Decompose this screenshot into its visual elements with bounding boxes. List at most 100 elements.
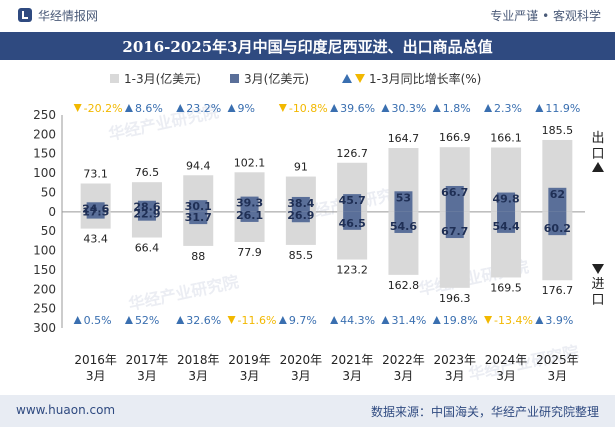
- export-cum-label-9: 185.5: [542, 124, 574, 137]
- import-cum-label-5: 123.2: [336, 264, 368, 277]
- import-mar-bar-3: [240, 211, 259, 222]
- import-mar-bar-7: [445, 211, 464, 239]
- import-cum-label-2: 88: [191, 250, 205, 263]
- export-mar-label-6: 53: [396, 191, 411, 204]
- slogan: 专业严谨 • 客观科学: [490, 9, 601, 23]
- import-yoy-label-8: -13.4%: [494, 314, 533, 327]
- export-yoy-up-icon-5: [330, 104, 339, 112]
- import-mar-label-8: 54.4: [492, 220, 519, 233]
- export-mar-bar-3: [240, 196, 259, 212]
- export-yoy-label-4: -10.8%: [289, 102, 328, 115]
- watermark-2: 华经产业研究院: [127, 272, 241, 314]
- export-cum-label-3: 102.1: [234, 156, 266, 169]
- import-yoy-label-2: 32.6%: [186, 314, 221, 327]
- export-yoy-label-6: 30.3%: [391, 102, 426, 115]
- category-label-month-1: 3月: [137, 369, 157, 383]
- import-cum-label-0: 43.4: [83, 233, 108, 246]
- y-tick-8: 150: [33, 263, 56, 277]
- import-yoy-up-icon-9: [535, 316, 544, 324]
- export-yoy-up-icon-7: [432, 104, 441, 112]
- import-cum-label-7: 196.3: [439, 292, 471, 305]
- y-tick-10: 250: [33, 302, 56, 316]
- export-cum-label-2: 94.4: [186, 159, 211, 172]
- export-mar-bar-4: [291, 196, 310, 212]
- y-tick-2: 150: [33, 147, 56, 161]
- import-yoy-up-icon-5: [330, 316, 339, 324]
- import-yoy-label-6: 31.4%: [391, 314, 426, 327]
- chart-title: 2016-2025年3月中国与印度尼西亚进、出口商品总值: [122, 38, 493, 56]
- export-yoy-up-icon-2: [176, 104, 185, 112]
- export-mar-label-0: 24.6: [82, 202, 109, 215]
- import-mar-label-6: 54.6: [390, 220, 417, 233]
- import-mar-bar-0: [86, 211, 105, 219]
- import-yoy-up-icon-0: [73, 316, 82, 324]
- y-tick-3: 100: [33, 166, 56, 180]
- category-label-year-2: 2018年: [177, 353, 220, 367]
- legend-label-yoy: 1-3月同比增长率(%): [369, 71, 481, 86]
- side-label-export-1: 出: [591, 131, 604, 146]
- chart: 华经产业研究院华经产业研究院华经产业研究院华经产业研究院华经产业研究院1-3月(…: [33, 71, 604, 384]
- import-yoy-up-icon-1: [124, 316, 133, 324]
- legend-label-mar: 3月(亿美元): [244, 71, 309, 86]
- legend-down-triangle-icon: [355, 74, 365, 83]
- export-mar-bar-7: [445, 185, 464, 212]
- y-tick-9: 200: [33, 282, 56, 296]
- category-label-year-9: 2025年: [536, 353, 579, 367]
- import-mar-label-2: 31.7: [185, 211, 212, 224]
- category-label-year-6: 2022年: [382, 353, 425, 367]
- import-mar-label-5: 46.5: [339, 217, 366, 230]
- export-mar-label-4: 38.4: [287, 197, 314, 210]
- import-yoy-up-icon-6: [381, 316, 390, 324]
- footer-url[interactable]: www.huaon.com: [16, 403, 116, 417]
- export-cum-label-5: 126.7: [336, 147, 368, 160]
- import-cum-label-1: 66.4: [135, 242, 160, 255]
- brand[interactable]: 华经情报网: [18, 7, 98, 24]
- export-yoy-label-2: 23.2%: [186, 102, 221, 115]
- import-mar-bar-9: [548, 211, 567, 236]
- import-mar-label-9: 60.2: [544, 222, 571, 235]
- import-mar-label-3: 26.1: [236, 209, 263, 222]
- import-mar-label-4: 26.9: [287, 209, 314, 222]
- import-yoy-label-4: 9.7%: [289, 314, 317, 327]
- export-cum-label-7: 166.9: [439, 131, 471, 144]
- legend-swatch-cum: [110, 74, 119, 83]
- export-mar-bar-6: [394, 191, 413, 212]
- category-label-month-5: 3月: [342, 369, 362, 383]
- import-mar-label-1: 22.9: [133, 208, 160, 221]
- category-label-month-4: 3月: [291, 369, 311, 383]
- category-label-month-3: 3月: [240, 369, 260, 383]
- import-mar-bar-8: [497, 211, 516, 233]
- title-bar: 2016-2025年3月中国与印度尼西亚进、出口商品总值: [0, 32, 615, 60]
- export-cum-label-8: 166.1: [490, 131, 522, 144]
- import-cum-label-4: 85.5: [289, 249, 314, 262]
- export-yoy-up-icon-3: [227, 104, 236, 112]
- import-yoy-label-9: 3.9%: [545, 314, 573, 327]
- import-cum-label-6: 162.8: [388, 279, 420, 292]
- category-label-month-7: 3月: [445, 369, 465, 383]
- y-tick-6: 50: [41, 224, 56, 238]
- export-mar-label-3: 39.3: [236, 197, 263, 210]
- footer: www.huaon.com 数据来源：中国海关，华经产业研究院整理: [0, 395, 615, 427]
- import-yoy-label-0: 0.5%: [84, 314, 112, 327]
- top-bar: 华经情报网 专业严谨 • 客观科学: [0, 0, 615, 30]
- export-arrow-up-icon: [592, 162, 604, 172]
- legend-label-cum: 1-3月(亿美元): [124, 71, 201, 86]
- import-mar-bar-5: [343, 211, 362, 230]
- y-tick-1: 200: [33, 127, 56, 141]
- y-tick-5: 0: [48, 205, 56, 219]
- export-yoy-down-icon-0: [73, 104, 82, 112]
- y-tick-11: 300: [33, 321, 56, 335]
- export-mar-label-8: 49.8: [492, 193, 519, 206]
- category-label-month-9: 3月: [548, 369, 568, 383]
- import-cum-label-9: 176.7: [542, 284, 574, 297]
- category-label-year-5: 2021年: [331, 353, 374, 367]
- import-mar-label-0: 17.5: [82, 206, 109, 219]
- huajing-logo-icon: [18, 8, 32, 22]
- category-label-year-0: 2016年: [74, 353, 117, 367]
- legend-up-triangle-icon: [342, 74, 352, 83]
- export-mar-label-5: 45.7: [339, 194, 366, 207]
- category-label-year-1: 2017年: [126, 353, 169, 367]
- export-yoy-up-icon-1: [124, 104, 133, 112]
- import-mar-bar-6: [394, 211, 413, 233]
- y-tick-4: 50: [41, 185, 56, 199]
